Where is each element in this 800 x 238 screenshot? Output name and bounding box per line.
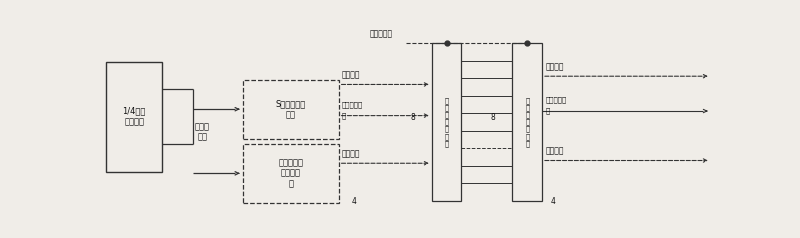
Text: 结果输出: 结果输出 [545, 62, 564, 71]
Text: 位: 位 [342, 112, 346, 119]
Text: 补偿信号: 补偿信号 [545, 146, 564, 155]
Text: 结果输出: 结果输出 [342, 70, 360, 79]
Text: 补偿信号: 补偿信号 [342, 149, 360, 158]
Text: 8: 8 [410, 113, 415, 122]
Bar [512, 43, 542, 201]
Text: 功耗感知补
偿逻辑模
块: 功耗感知补 偿逻辑模 块 [278, 159, 303, 188]
Text: 1/4编码
逻辑模块: 1/4编码 逻辑模块 [122, 107, 146, 126]
Text: 4: 4 [550, 197, 555, 206]
Text: 取反标志检: 取反标志检 [342, 101, 363, 108]
Text: 循
环
左
移
寄
存
器: 循 环 左 移 寄 存 器 [445, 97, 449, 147]
Text: 偏移量信号: 偏移量信号 [370, 29, 393, 38]
Bar [106, 62, 162, 172]
Text: 取反标志检: 取反标志检 [545, 97, 566, 104]
Text: 操作数
输入: 操作数 输入 [195, 122, 210, 142]
Text: S盒运算逻辑
模块: S盒运算逻辑 模块 [275, 99, 306, 119]
Bar [242, 80, 338, 139]
Bar [432, 43, 462, 201]
Text: 循
环
右
移
寄
存
器: 循 环 右 移 寄 存 器 [525, 97, 529, 147]
Text: 4: 4 [352, 197, 357, 206]
Text: 8: 8 [490, 113, 495, 122]
Text: 位: 位 [545, 108, 550, 114]
Bar [242, 144, 338, 203]
